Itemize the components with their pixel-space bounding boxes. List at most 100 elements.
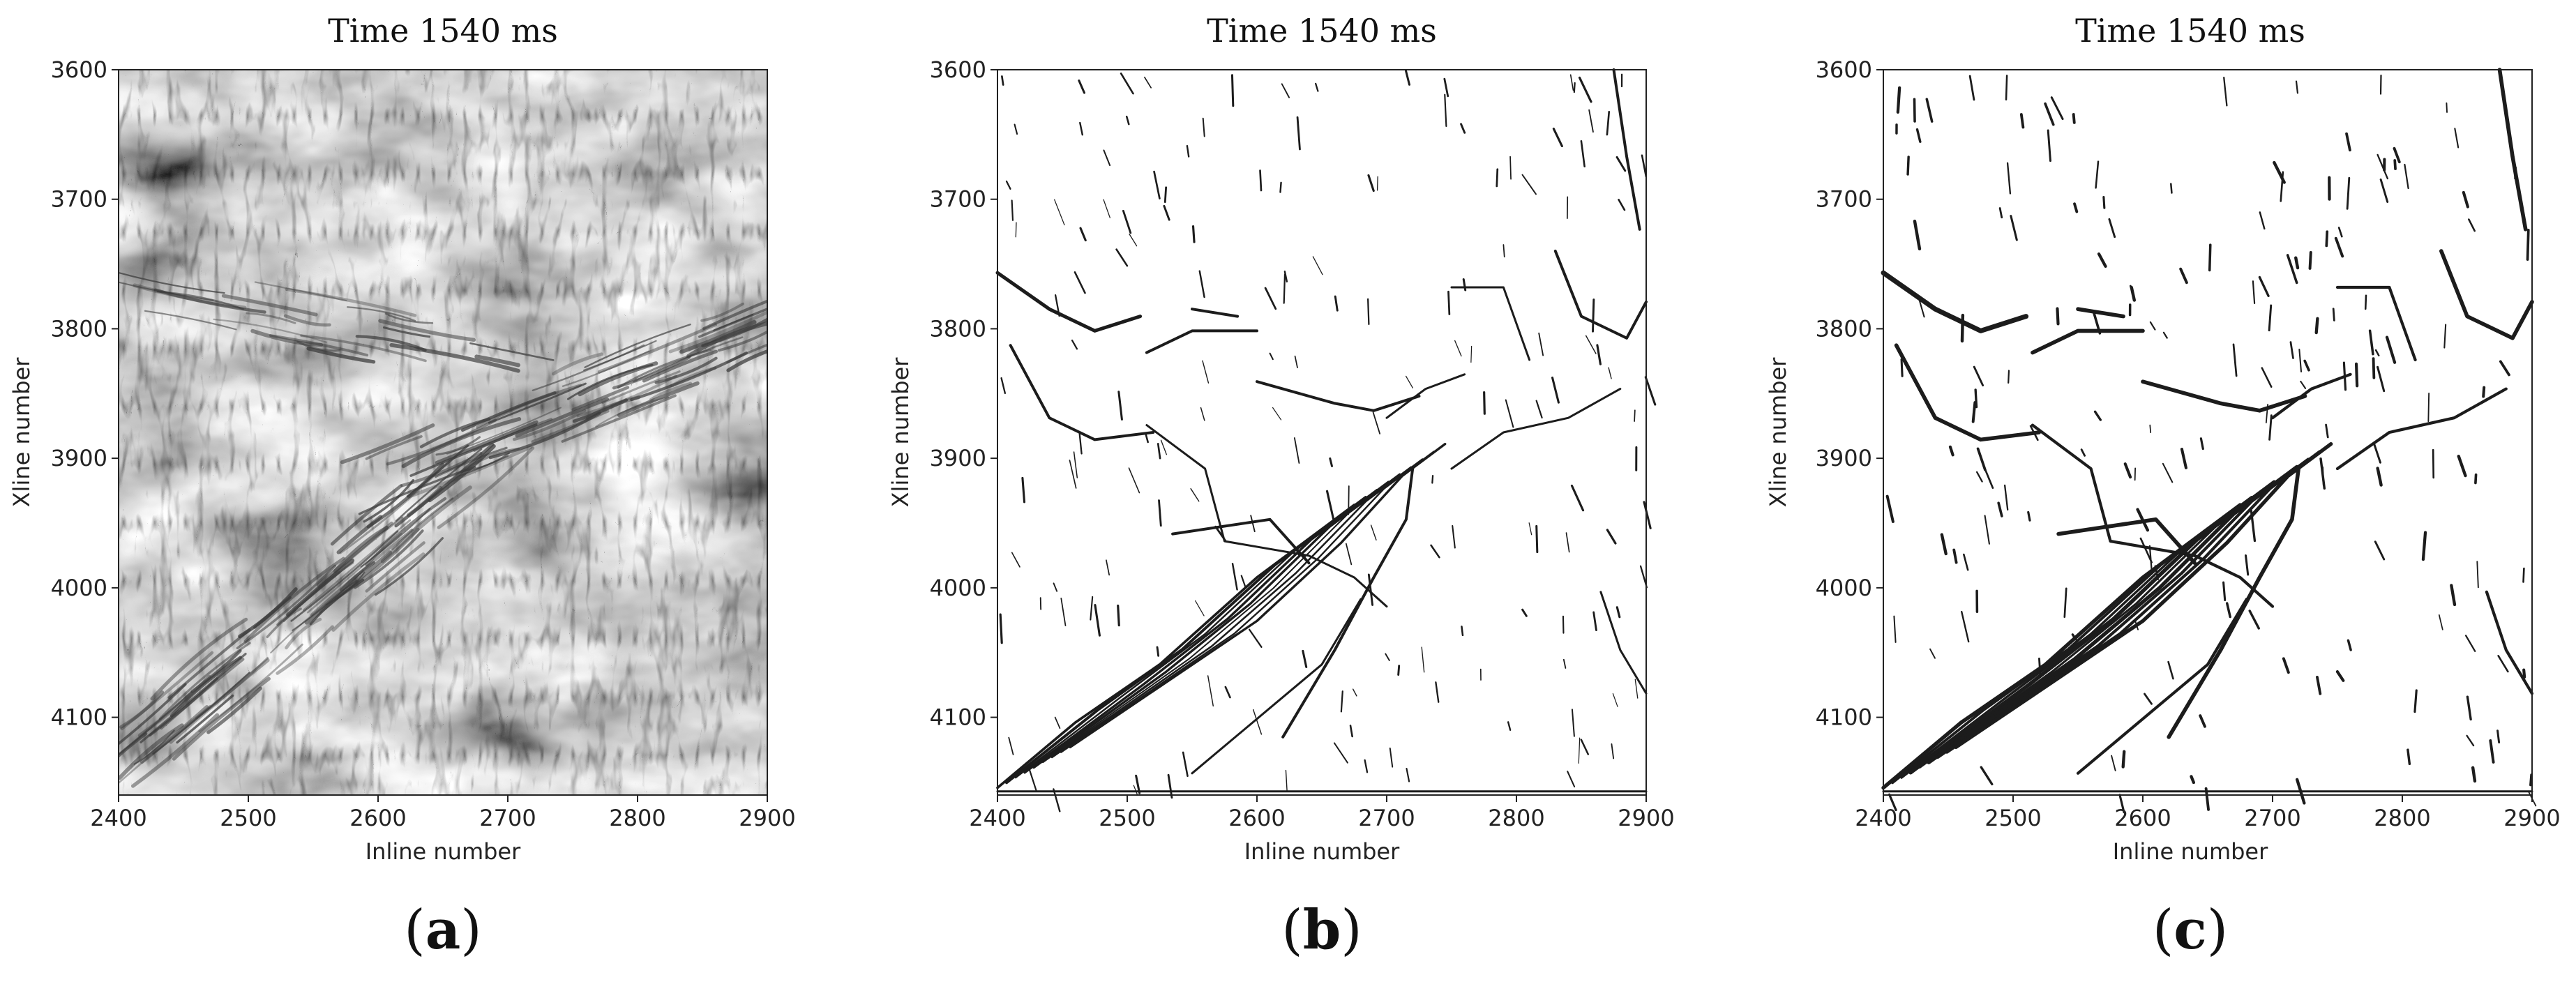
lineament (1256, 380, 1421, 412)
x-tick-label: 2900 (1618, 805, 1674, 831)
lineament (1364, 759, 1369, 773)
lineament (1528, 522, 1532, 536)
reflector-streak (221, 294, 318, 317)
reflector-streak (407, 445, 533, 499)
y-tick-label: 3700 (1816, 186, 1872, 213)
lineament (2335, 285, 2417, 362)
panel-b-lineaments (995, 68, 1657, 812)
lineament (2123, 462, 2132, 479)
lineament (1580, 739, 1590, 755)
lineament (1496, 168, 1499, 188)
lineament (1283, 271, 1288, 282)
lineament (2413, 689, 2418, 713)
lineament (2482, 386, 2486, 398)
lineament (1940, 533, 1948, 556)
lineament (2496, 729, 2501, 743)
reflector-streak (488, 382, 587, 424)
lineament (2118, 794, 2125, 814)
lineament (2261, 367, 2273, 388)
reflector-streak (119, 732, 148, 758)
lineament (2432, 448, 2435, 479)
lineament (1976, 447, 1987, 471)
reflector-streak (512, 409, 587, 441)
y-tick-label: 3900 (930, 445, 986, 471)
reflector-streak (561, 394, 677, 443)
lineament (1881, 270, 2029, 333)
lineament (1431, 475, 1434, 484)
reflector-streak (726, 349, 767, 372)
lineament (2029, 425, 2039, 441)
lineament (2354, 362, 2359, 388)
lineament (1249, 628, 1263, 648)
reflector-streak (360, 508, 431, 568)
lineament (1198, 270, 1205, 298)
reflector-streak (276, 625, 334, 675)
lineament (1461, 626, 1464, 637)
lineament (1269, 352, 1274, 361)
panel-c-caption-letter: c (2174, 898, 2207, 962)
y-tick-label: 4000 (51, 575, 107, 601)
reflector-streak (670, 366, 717, 388)
lineament (1896, 86, 1901, 114)
lineament (2439, 249, 2534, 340)
reflector-streak (300, 334, 427, 363)
lineament (1507, 721, 1512, 731)
lineament (1562, 658, 1567, 669)
lineament (2047, 129, 2051, 162)
reflector-streak (285, 287, 417, 317)
y-tick-label: 4100 (1816, 704, 1872, 731)
lineament (2038, 657, 2042, 676)
reflector-streak (668, 310, 767, 354)
lineament (1334, 295, 1339, 312)
lineament (1079, 121, 1084, 136)
lineament (1069, 460, 1077, 489)
reflector-streak (461, 391, 557, 432)
lineament (1612, 68, 1641, 231)
reflector-streak (488, 411, 601, 460)
lineament (2314, 317, 2319, 335)
lineament (2111, 755, 2116, 771)
reflector-streak (346, 306, 416, 322)
reflector-streak (140, 705, 209, 764)
reflector-streak (158, 642, 251, 720)
lineament (2130, 285, 2137, 302)
lineament (2374, 540, 2386, 561)
lineament (1606, 529, 1617, 545)
reflector-streak (584, 324, 691, 368)
lineament (2095, 160, 2100, 189)
lineament (2050, 96, 2064, 121)
lineament (2364, 294, 2367, 310)
reflector-streak (551, 352, 603, 376)
reflector-streak (583, 340, 657, 371)
y-tick-label: 3700 (930, 186, 986, 213)
lineament (1608, 367, 1612, 379)
panel-b-caption-letter: b (1303, 898, 1341, 962)
lineament (2332, 308, 2335, 321)
lineament (1954, 441, 2333, 750)
panel-c: Time 1540 ms 2400 2500 2600 2700 2800 2900 36… (1765, 12, 2561, 962)
lineament (1191, 598, 1362, 775)
lineament (995, 271, 1143, 333)
y-tick-label: 3900 (1816, 445, 1872, 471)
reflector-streak (198, 643, 303, 733)
reflector-streak (285, 617, 322, 650)
lineament (1008, 736, 1014, 755)
lineament (2295, 80, 2299, 94)
lineament (2316, 675, 2322, 695)
lineament (2199, 714, 2206, 728)
reflector-streak (515, 397, 610, 438)
lineament (1078, 80, 1086, 94)
lineament (1117, 604, 1120, 627)
lineament (1570, 484, 1585, 512)
lineament (2019, 113, 2025, 129)
lineament (1230, 74, 1235, 107)
lineament (1307, 554, 1388, 608)
reflector-streak (562, 350, 650, 387)
panel-a-x-ticks: 2400 2500 2600 2700 2800 2900 (90, 795, 796, 831)
reflector-streak (380, 485, 472, 563)
lineament (2093, 410, 2102, 421)
lineament (1615, 156, 1627, 172)
lineament (2167, 467, 2300, 739)
lineament (1250, 515, 1256, 533)
lineament (2223, 77, 2228, 107)
